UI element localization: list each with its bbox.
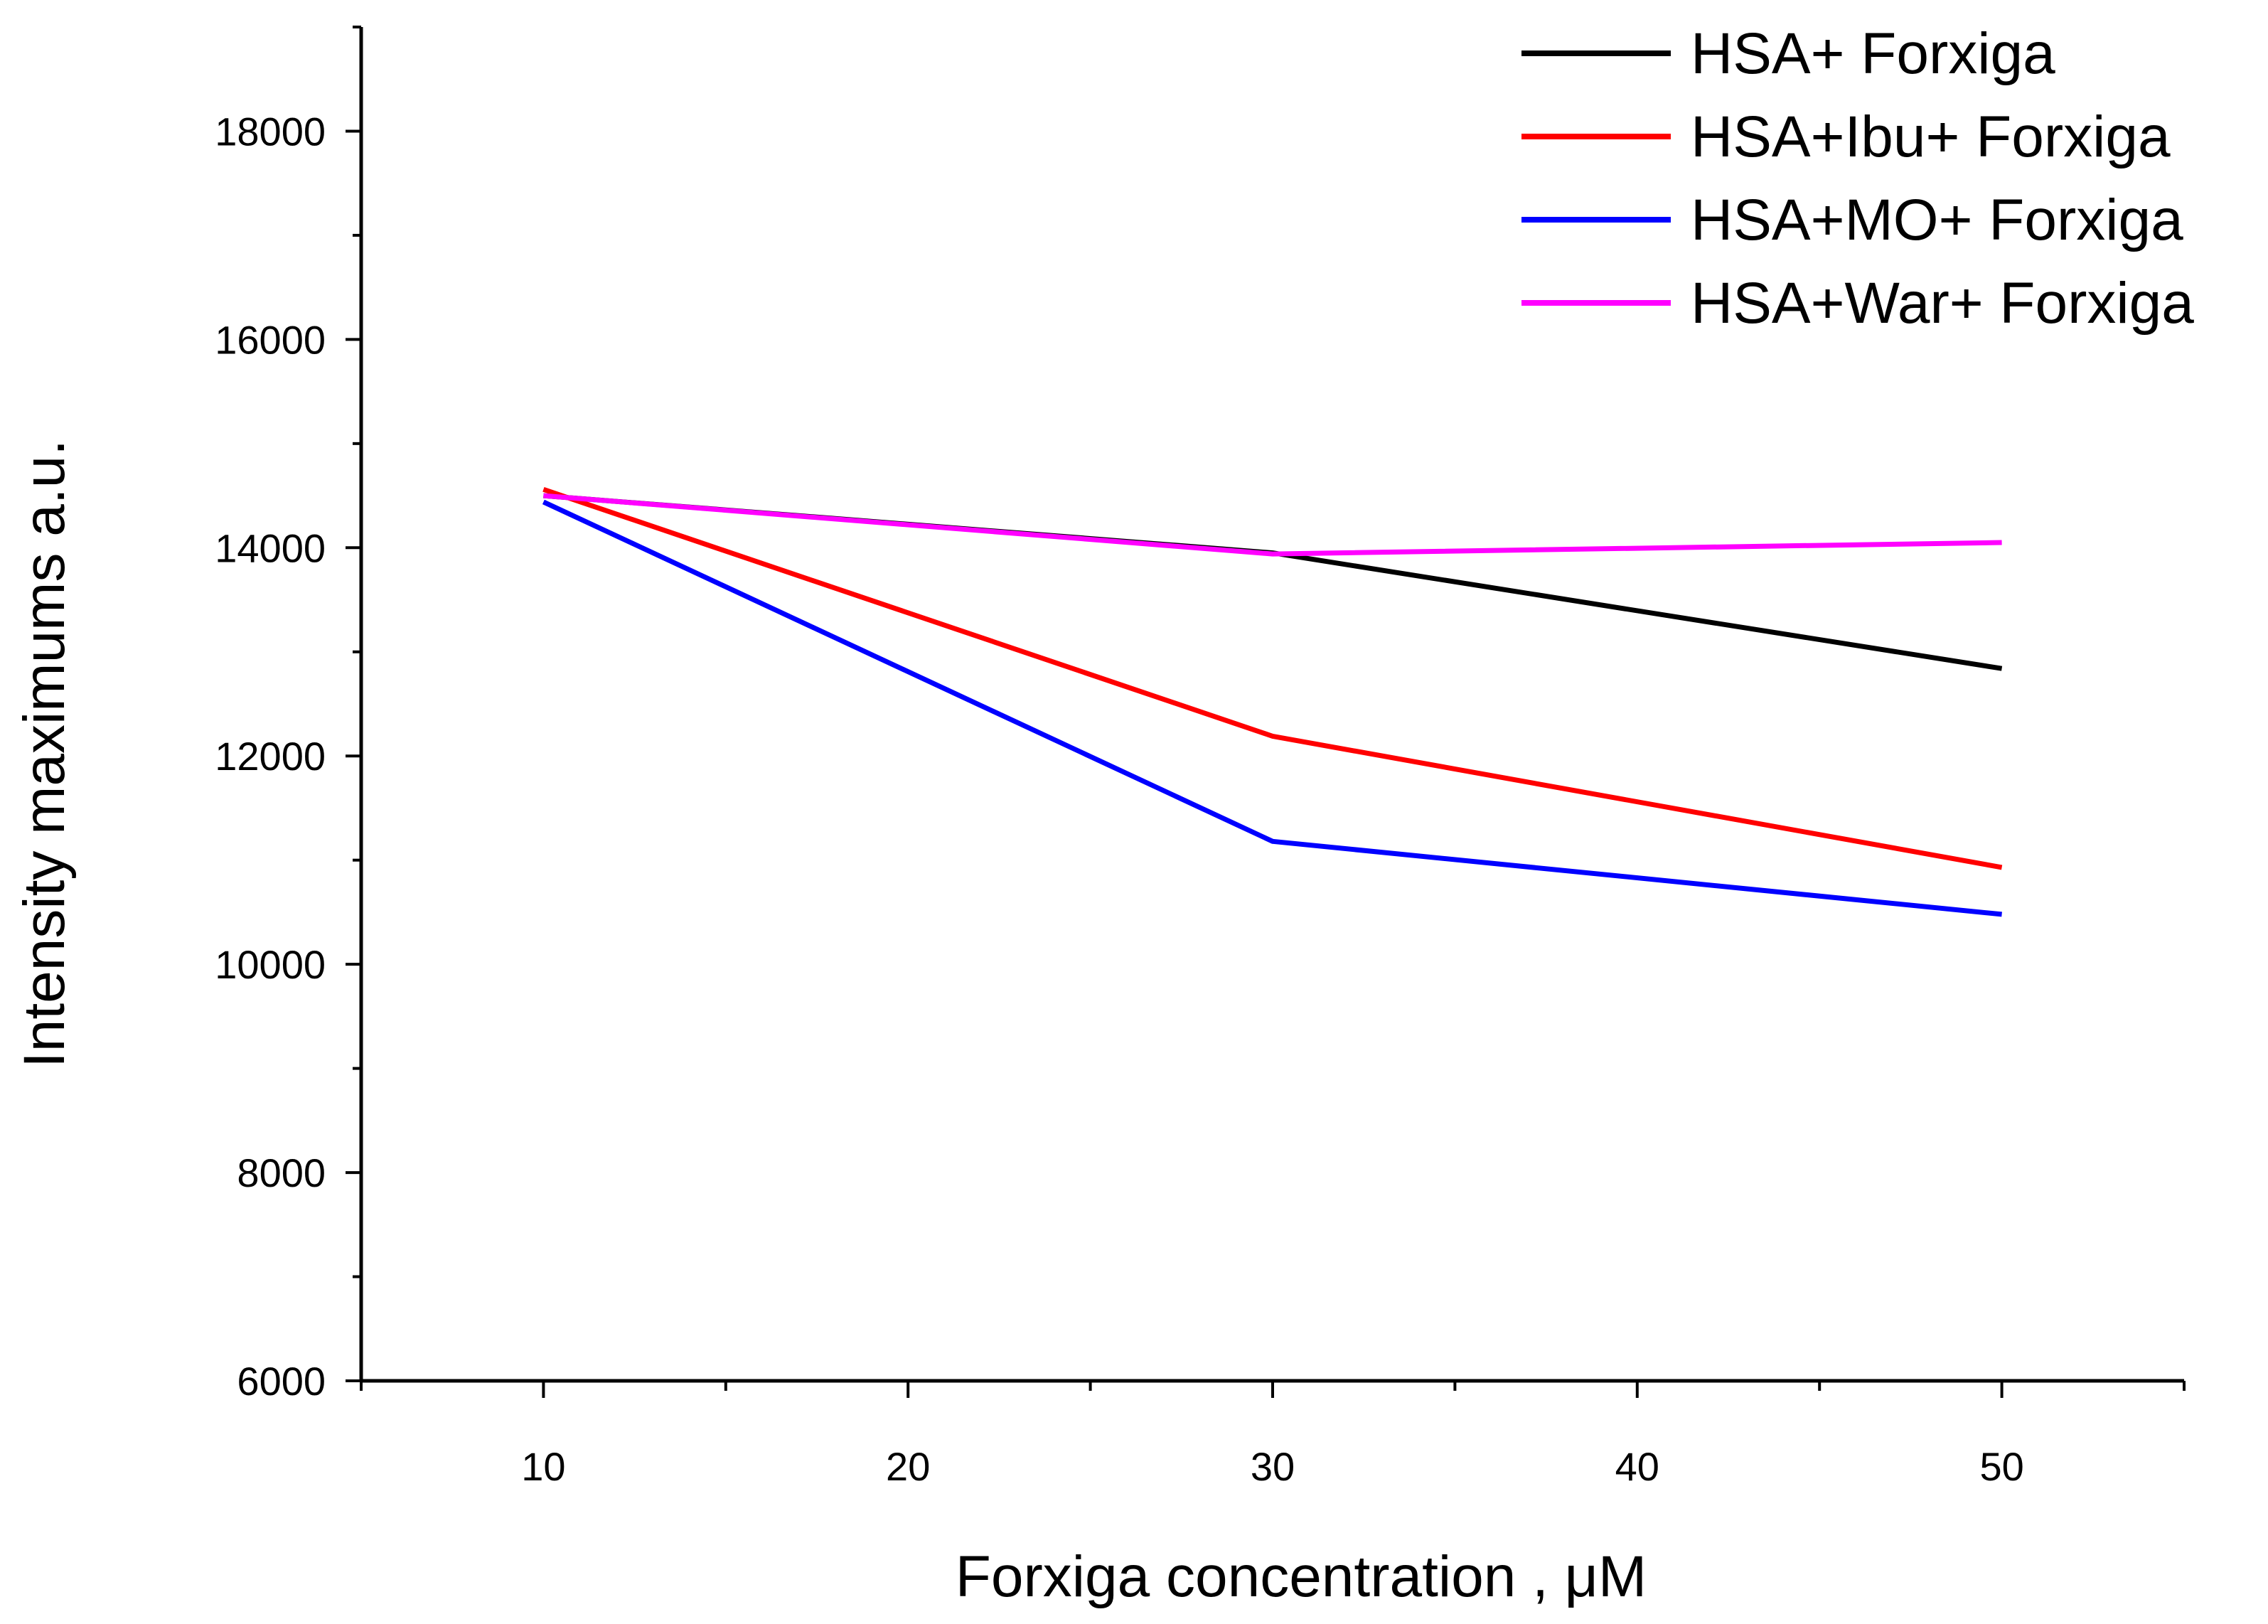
y-tick-label: 6000 [237,1359,326,1404]
y-axis-title: Intensity maximums a.u. [12,439,77,1068]
x-tick-label: 10 [521,1444,565,1489]
legend-label: HSA+MO+ Forxiga [1691,188,2183,252]
y-tick-label: 10000 [215,942,326,987]
series-line-1 [543,493,2003,671]
x-tick-label: 40 [1615,1444,1659,1489]
legend: HSA+ Forxiga HSA+Ibu+ Forxiga HSA+MO+ Forx… [1521,21,2194,336]
x-ticks: 10 20 30 40 50 [360,1381,2186,1489]
legend-label: HSA+War+ Forxiga [1691,271,2194,336]
y-tick-label: 12000 [215,734,326,779]
axes: 6000 8000 10000 12000 14000 16000 18000 10 20 30… [215,26,2186,1489]
legend-label: HSA+Ibu+ Forxiga [1691,105,2171,169]
plot-lines [542,486,2003,917]
x-axis-title: Forxiga concentration , μM [956,1544,1647,1609]
x-tick-label: 20 [886,1444,930,1489]
x-tick-label: 50 [1979,1444,2023,1489]
y-tick-label: 14000 [215,525,326,570]
y-tick-label: 18000 [215,109,326,154]
series-line-3 [542,499,2002,917]
y-tick-label: 16000 [215,317,326,362]
legend-label: HSA+ Forxiga [1691,21,2055,86]
y-tick-label: 8000 [237,1150,326,1195]
series-line-2 [542,486,2003,870]
series-line-4 [543,493,2002,557]
y-ticks: 6000 8000 10000 12000 14000 16000 18000 [215,26,361,1404]
x-tick-label: 30 [1251,1444,1295,1489]
